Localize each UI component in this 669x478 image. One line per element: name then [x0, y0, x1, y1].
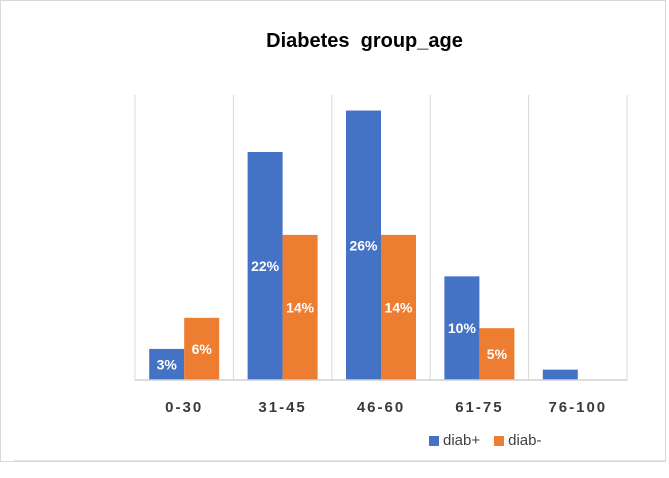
legend-item-diab-plus: diab+ [429, 432, 480, 449]
bar-diab-minus-0-30 [184, 317, 220, 380]
x-tick-label: 31-45 [258, 399, 306, 416]
legend-swatch-diab-plus [429, 435, 439, 446]
data-label: 6% [192, 341, 213, 357]
x-tick-label: 76-100 [548, 399, 607, 416]
bar-diab-plus-46-60 [346, 110, 381, 380]
data-labels: 3% 6% 22% 14% 26% 14% 10% 5% [157, 237, 508, 372]
bar-diab-minus-46-60 [381, 234, 416, 380]
bar-diab-minus-31-45 [282, 234, 318, 380]
legend-label-diab-minus: diab- [508, 432, 542, 449]
grid-lines [134, 95, 628, 380]
x-axis-ticks: 0-30 31-45 46-60 61-75 76-100 [165, 399, 607, 416]
bar-diab-plus-31-45 [247, 152, 283, 380]
data-label: 10% [448, 320, 477, 336]
x-tick-label: 61-75 [455, 399, 503, 416]
x-tick-label: 0-30 [165, 399, 203, 416]
bar-diab-plus-76-100 [542, 369, 578, 380]
frame-divider [14, 460, 667, 461]
data-label: 5% [487, 346, 508, 362]
bar-diab-plus-61-75 [444, 276, 480, 380]
legend: diab+ diab- [429, 432, 555, 449]
data-label: 14% [384, 299, 413, 315]
data-label: 3% [157, 356, 178, 372]
chart-frame [0, 0, 666, 462]
bar-series [149, 110, 578, 380]
data-label: 26% [349, 237, 378, 253]
legend-item-diab-minus: diab- [494, 432, 541, 449]
bar-diab-plus-0-30 [149, 348, 185, 380]
bar-diab-minus-61-75 [479, 328, 515, 380]
chart-title: Diabetes group_age [266, 30, 463, 52]
legend-label-diab-plus: diab+ [443, 432, 481, 449]
data-label: 22% [251, 258, 280, 274]
x-tick-label: 46-60 [357, 399, 405, 416]
legend-swatch-diab-minus [494, 435, 505, 446]
data-label: 14% [286, 299, 315, 315]
